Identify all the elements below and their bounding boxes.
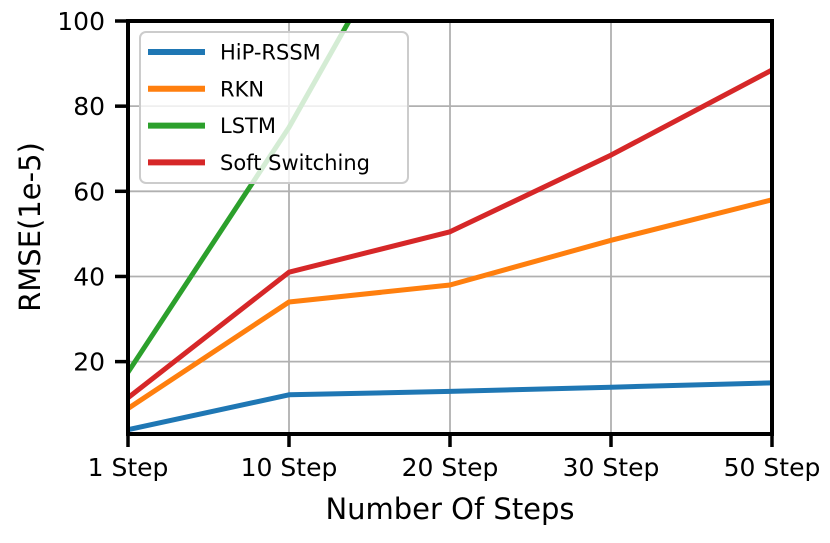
legend-label-soft-switching: Soft Switching	[220, 151, 370, 175]
legend-label-hip-rssm: HiP-RSSM	[220, 41, 321, 65]
legend-label-rkn: RKN	[220, 77, 264, 101]
x-axis-label: Number Of Steps	[325, 492, 574, 526]
series-line-rkn	[128, 197, 772, 411]
legend-box	[139, 31, 409, 184]
x-tick-label: 1 Step	[88, 453, 169, 482]
y-tick-label: 100	[57, 7, 105, 36]
legend: HiP-RSSM RKN LSTM Soft Switching	[139, 31, 409, 184]
y-tick-label: 40	[73, 262, 105, 291]
x-tick-label: 10 Step	[241, 453, 338, 482]
y-tick-label: 60	[73, 177, 105, 206]
series-line-soft-switching	[128, 67, 772, 400]
ticks-layer: 1 Step 10 Step 20 Step 30 Step 50 Step 20 40 60…	[57, 7, 820, 482]
y-axis-label: RMSE(1e-5)	[13, 142, 47, 312]
series-line-hip-rssm	[128, 380, 772, 433]
x-tick-label: 30 Step	[563, 453, 660, 482]
x-tick-label: 20 Step	[402, 453, 499, 482]
x-tick-label: 50 Step	[724, 453, 821, 482]
legend-label-lstm: LSTM	[220, 114, 276, 138]
y-tick-label: 80	[73, 92, 105, 121]
y-tick-label: 20	[73, 348, 105, 377]
